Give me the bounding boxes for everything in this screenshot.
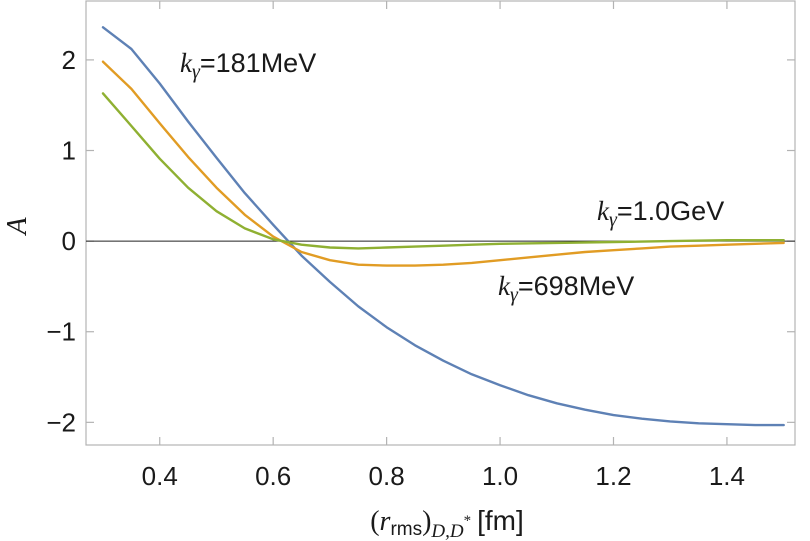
y-tick-label: 2: [62, 45, 76, 75]
y-tick-label: 1: [62, 136, 76, 166]
y-tick-label: −1: [46, 317, 76, 347]
series-line-1: [101, 60, 785, 267]
x-tick-label: 1.2: [595, 461, 631, 491]
y-axis-label: A: [2, 217, 33, 237]
x-axis-label: (rrms)D,D* [fm]: [370, 505, 524, 541]
x-tick-label: 0.6: [255, 461, 291, 491]
x-tick-label: 0.8: [369, 461, 405, 491]
x-tick-label: 1.0: [482, 461, 518, 491]
annotation-1gev: kγ=1.0GeV: [597, 196, 724, 231]
plot-frame: [85, 0, 796, 446]
x-tick-label: 0.4: [142, 461, 178, 491]
tick-labels: 0.4 0.6 0.8 1.0 1.2 1.4 −2 −1 0 1 2: [46, 45, 745, 491]
series-line-2: [101, 92, 785, 250]
annotation-181mev: kγ=181MeV: [180, 48, 316, 83]
y-tick-label: 0: [62, 226, 76, 256]
x-tick-label: 1.4: [709, 461, 745, 491]
series-line-0: [101, 26, 785, 427]
annotation-698mev: kγ=698MeV: [498, 271, 634, 306]
y-tick-label: −2: [46, 407, 76, 437]
series-lines: [101, 26, 785, 427]
